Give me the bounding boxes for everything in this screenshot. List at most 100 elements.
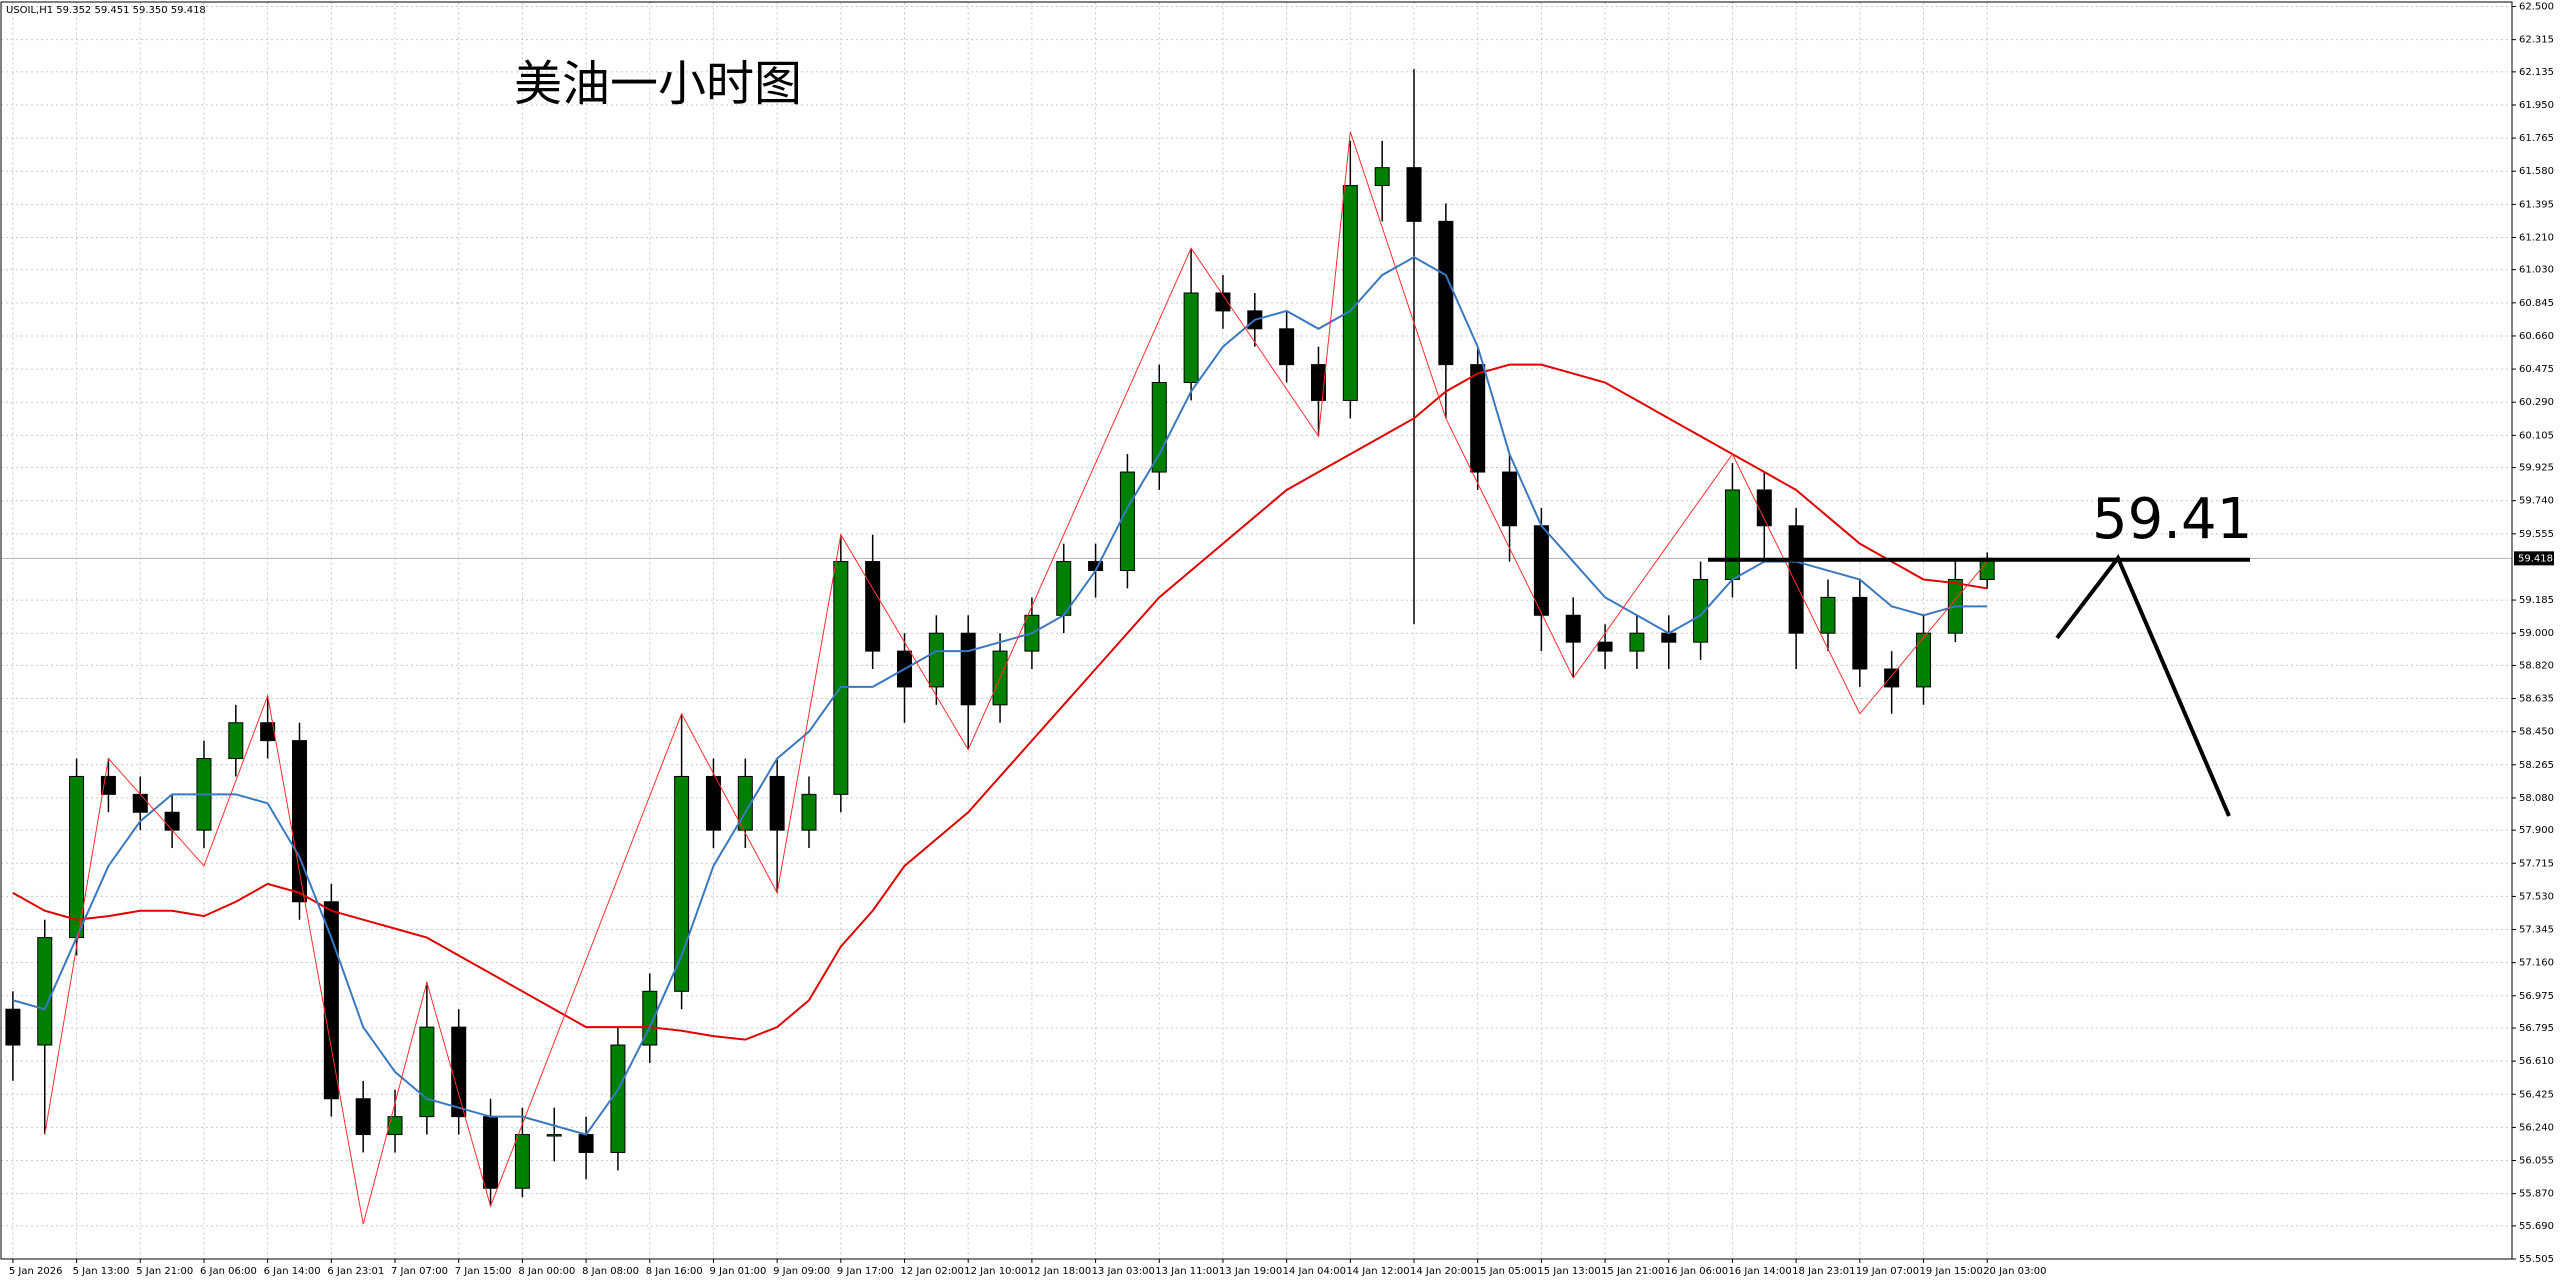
y-tick-label: 58.265 [2519, 760, 2554, 771]
candle-body [546, 1134, 562, 1137]
x-tick-label: 14 Jan 20:00 [1410, 1266, 1473, 1277]
candle-body [1151, 382, 1167, 473]
y-tick-label: 55.870 [2519, 1189, 2554, 1200]
candle-body [1502, 471, 1518, 527]
candle-body [1438, 220, 1454, 366]
candle-body [514, 1134, 530, 1189]
y-tick-label: 55.505 [2519, 1254, 2554, 1265]
x-tick-label: 19 Jan 07:00 [1856, 1266, 1919, 1277]
y-tick-label: 62.315 [2519, 35, 2554, 46]
y-tick-label: 60.105 [2519, 430, 2554, 441]
candle-body [1820, 596, 1836, 634]
candle-body [865, 561, 881, 652]
y-tick-label: 62.500 [2519, 2, 2554, 13]
x-tick-label: 13 Jan 19:00 [1219, 1266, 1282, 1277]
x-tick-label: 12 Jan 18:00 [1028, 1266, 1091, 1277]
moving-average [12, 256, 1988, 1136]
x-tick-label: 5 Jan 21:00 [136, 1266, 193, 1277]
y-tick-label: 61.765 [2519, 133, 2554, 144]
y-tick-label: 56.055 [2519, 1156, 2554, 1167]
x-tick-label: 19 Jan 15:00 [1920, 1266, 1983, 1277]
candle-body [833, 561, 849, 795]
y-tick-label: 60.845 [2519, 298, 2554, 309]
y-tick-label: 60.660 [2519, 331, 2554, 342]
y-tick-label: 57.900 [2519, 825, 2554, 836]
x-tick-label: 6 Jan 06:00 [200, 1266, 257, 1277]
y-tick-label: 61.580 [2519, 166, 2554, 177]
y-tick-label: 56.425 [2519, 1089, 2554, 1100]
x-tick-label: 16 Jan 06:00 [1665, 1266, 1728, 1277]
x-tick-label: 14 Jan 04:00 [1283, 1266, 1346, 1277]
y-tick-label: 59.925 [2519, 463, 2554, 474]
candle-body [1342, 185, 1358, 401]
candle-body [1119, 471, 1135, 572]
y-tick-label: 61.030 [2519, 265, 2554, 276]
candle-body [1183, 292, 1199, 384]
candle-body [1756, 489, 1772, 527]
header: USOIL,H1 59.352 59.451 59.350 59.418 [6, 5, 206, 16]
candle-body [451, 1026, 467, 1118]
x-tick-label: 5 Jan 13:00 [73, 1266, 130, 1277]
candle-body [132, 793, 148, 813]
x-tick-label: 9 Jan 01:00 [709, 1266, 766, 1277]
x-tick-label: 14 Jan 12:00 [1346, 1266, 1409, 1277]
x-tick-label: 16 Jan 14:00 [1728, 1266, 1791, 1277]
y-tick-label: 60.475 [2519, 364, 2554, 375]
candle-body [674, 775, 690, 992]
y-tick-label: 58.450 [2519, 727, 2554, 738]
candle-body [1916, 632, 1932, 688]
candle-body [1693, 578, 1709, 643]
y-tick-label: 55.690 [2519, 1221, 2554, 1232]
candle-body [578, 1134, 594, 1153]
x-tick-label: 8 Jan 16:00 [646, 1266, 703, 1277]
candle-body [1629, 632, 1645, 652]
candle-body [387, 1116, 403, 1136]
x-tick-label: 6 Jan 23:01 [327, 1266, 384, 1277]
y-tick-label: 57.530 [2519, 891, 2554, 902]
candle-body [355, 1098, 371, 1136]
y-tick-label: 61.395 [2519, 199, 2554, 210]
y-tick-label: 57.345 [2519, 925, 2554, 936]
moving-average [12, 363, 1988, 1041]
candle-body [69, 775, 85, 939]
candle-body [769, 775, 785, 831]
x-tick-label: 5 Jan 2026 [9, 1266, 63, 1277]
y-tick-label: 56.975 [2519, 991, 2554, 1002]
candle-body [37, 937, 53, 1046]
y-tick-label: 58.635 [2519, 694, 2554, 705]
x-tick-label: 15 Jan 13:00 [1537, 1266, 1600, 1277]
candle-body [1279, 328, 1295, 366]
y-tick-label: 57.715 [2519, 858, 2554, 869]
y-tick-label: 59.000 [2519, 628, 2554, 639]
x-tick-label: 13 Jan 03:00 [1092, 1266, 1155, 1277]
candle-body [291, 740, 307, 903]
x-tick-label: 7 Jan 15:00 [455, 1266, 512, 1277]
candle-body [483, 1116, 499, 1189]
y-tick-label: 61.950 [2519, 100, 2554, 111]
y-tick-label: 60.290 [2519, 397, 2554, 408]
candle-body [323, 901, 339, 1100]
y-axis: 62.500 62.315 62.135 61.950 61.765 61.580 61.3… [2512, 2, 2554, 1265]
level-label: 59.41 [2092, 487, 2252, 552]
candle-body [801, 793, 817, 831]
zigzag [44, 131, 1988, 1225]
x-tick-label: 9 Jan 09:00 [773, 1266, 830, 1277]
candle-body [1565, 614, 1581, 643]
candle-body [1406, 167, 1422, 222]
y-tick-label: 58.080 [2519, 793, 2554, 804]
y-tick-label: 56.795 [2519, 1023, 2554, 1034]
candle-body [928, 632, 944, 688]
y-tick-label: 59.555 [2519, 529, 2554, 540]
plot-frame [0, 1, 2513, 1260]
candle-body [1724, 489, 1740, 580]
y-tick-label: 56.610 [2519, 1056, 2554, 1067]
last-price-box [2514, 551, 2554, 566]
x-tick-label: 8 Jan 08:00 [582, 1266, 639, 1277]
x-tick-label: 15 Jan 21:00 [1601, 1266, 1664, 1277]
chart-title: 美油一小时图 [514, 56, 802, 112]
y-tick-label: 57.160 [2519, 958, 2554, 969]
candle-body [1852, 596, 1868, 670]
candle-body [1533, 525, 1549, 616]
candle-body [610, 1044, 626, 1153]
candle-body [1884, 668, 1900, 688]
